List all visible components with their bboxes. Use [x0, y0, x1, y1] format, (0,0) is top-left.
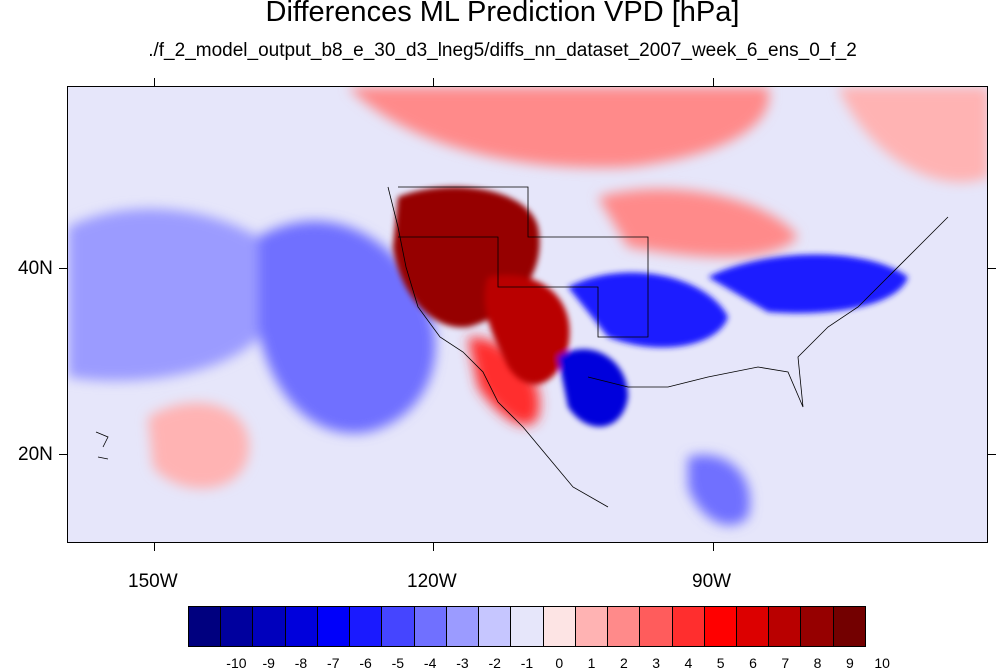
colorbar-swatch: [253, 607, 286, 646]
coastlines: [95, 186, 949, 508]
colorbar-label: -5: [391, 655, 405, 671]
colorbar-label: 6: [749, 655, 757, 671]
colorbar-swatch: [672, 607, 705, 646]
x-tick-150w: [154, 543, 155, 551]
colorbar-swatch: [801, 607, 834, 646]
colorbar-swatch: [350, 607, 383, 646]
vpd-difference-map: [68, 87, 987, 542]
colorbar-swatch: [608, 607, 641, 646]
colorbar-swatch: [414, 607, 447, 646]
colorbar-label: 0: [555, 655, 564, 671]
y-label-20n: 20N: [18, 444, 53, 465]
x-label-150w: 150W: [128, 571, 178, 592]
colorbar-label: 4: [684, 655, 693, 671]
state-borders: [398, 186, 649, 338]
colorbar-swatch: [479, 607, 512, 646]
colorbar-swatch: [221, 607, 254, 646]
colorbar-swatch: [285, 607, 318, 646]
x-tick-90w-top: [713, 78, 714, 86]
colorbar-label: -7: [327, 655, 340, 671]
colorbar-swatch: [704, 607, 737, 646]
x-tick-150w-top: [154, 78, 155, 86]
colorbar-swatch: [317, 607, 351, 646]
region-hawaii-northeast-high: [148, 402, 250, 489]
region-atlantic-high: [838, 87, 987, 183]
colorbar-swatch: [640, 607, 673, 646]
x-tick-120w-top: [433, 78, 434, 86]
region-ohio-valley-low: [708, 254, 908, 314]
colorbar-label: -4: [423, 655, 437, 671]
colorbar-label: 9: [845, 655, 854, 671]
colorbar-label: 2: [619, 655, 628, 671]
colorbar-label: 8: [813, 655, 822, 671]
west-coast-outline: [387, 186, 609, 508]
y-tick-40n-right: [988, 268, 996, 269]
colorbar-swatch: [833, 607, 865, 646]
colorbar-label: -9: [262, 655, 275, 671]
colorbar-label: -2: [488, 655, 501, 671]
x-tick-120w: [433, 543, 434, 551]
colorbar-label: -10: [226, 655, 247, 671]
colorbar-swatch: [543, 607, 576, 646]
colorbar-label: 1: [587, 655, 596, 671]
y-tick-20n-right: [988, 454, 996, 455]
colorbar-label: 7: [781, 655, 790, 671]
x-tick-90w: [713, 543, 714, 551]
region-southwest-us-high: [484, 275, 570, 385]
y-tick-40n: [59, 268, 67, 269]
map-panel: [67, 86, 988, 543]
colorbar-label: -8: [294, 655, 308, 671]
region-texas-low: [558, 349, 628, 427]
chart-subtitle: ./f_2_model_output_b8_e_30_d3_lneg5/diff…: [148, 40, 857, 61]
hawaii-outline: [95, 431, 109, 460]
region-canada-high: [348, 87, 770, 168]
colorbar-swatch: [382, 607, 415, 646]
x-label-90w: 90W: [692, 571, 732, 592]
colorbar-label: -6: [359, 655, 372, 671]
x-label-120w: 120W: [407, 571, 457, 592]
colorbar-label: 5: [716, 655, 725, 671]
colorbar-swatch: [736, 607, 770, 646]
colorbar-swatch: [446, 607, 480, 646]
region-pacific-west-low: [68, 208, 284, 381]
colorbar-swatch: [511, 607, 544, 646]
region-mexico-high: [468, 337, 540, 426]
colorbar-label: 3: [652, 655, 661, 671]
colorbar-label: -1: [520, 655, 534, 671]
region-pacific-central-low: [258, 221, 436, 434]
colorbar-label: -3: [456, 655, 469, 671]
colorbar: [188, 606, 866, 647]
chart-title: Differences ML Prediction VPD [hPa]: [265, 0, 740, 28]
colorbar-swatch: [189, 607, 222, 646]
colorbar-swatch: [769, 607, 802, 646]
gulf-atlantic-outline: [587, 216, 949, 408]
region-caribbean-low: [688, 455, 750, 526]
colorbar-swatch: [575, 607, 609, 646]
y-label-40n: 40N: [18, 258, 53, 279]
y-tick-20n: [59, 454, 67, 455]
colorbar-label: 10: [874, 655, 890, 671]
